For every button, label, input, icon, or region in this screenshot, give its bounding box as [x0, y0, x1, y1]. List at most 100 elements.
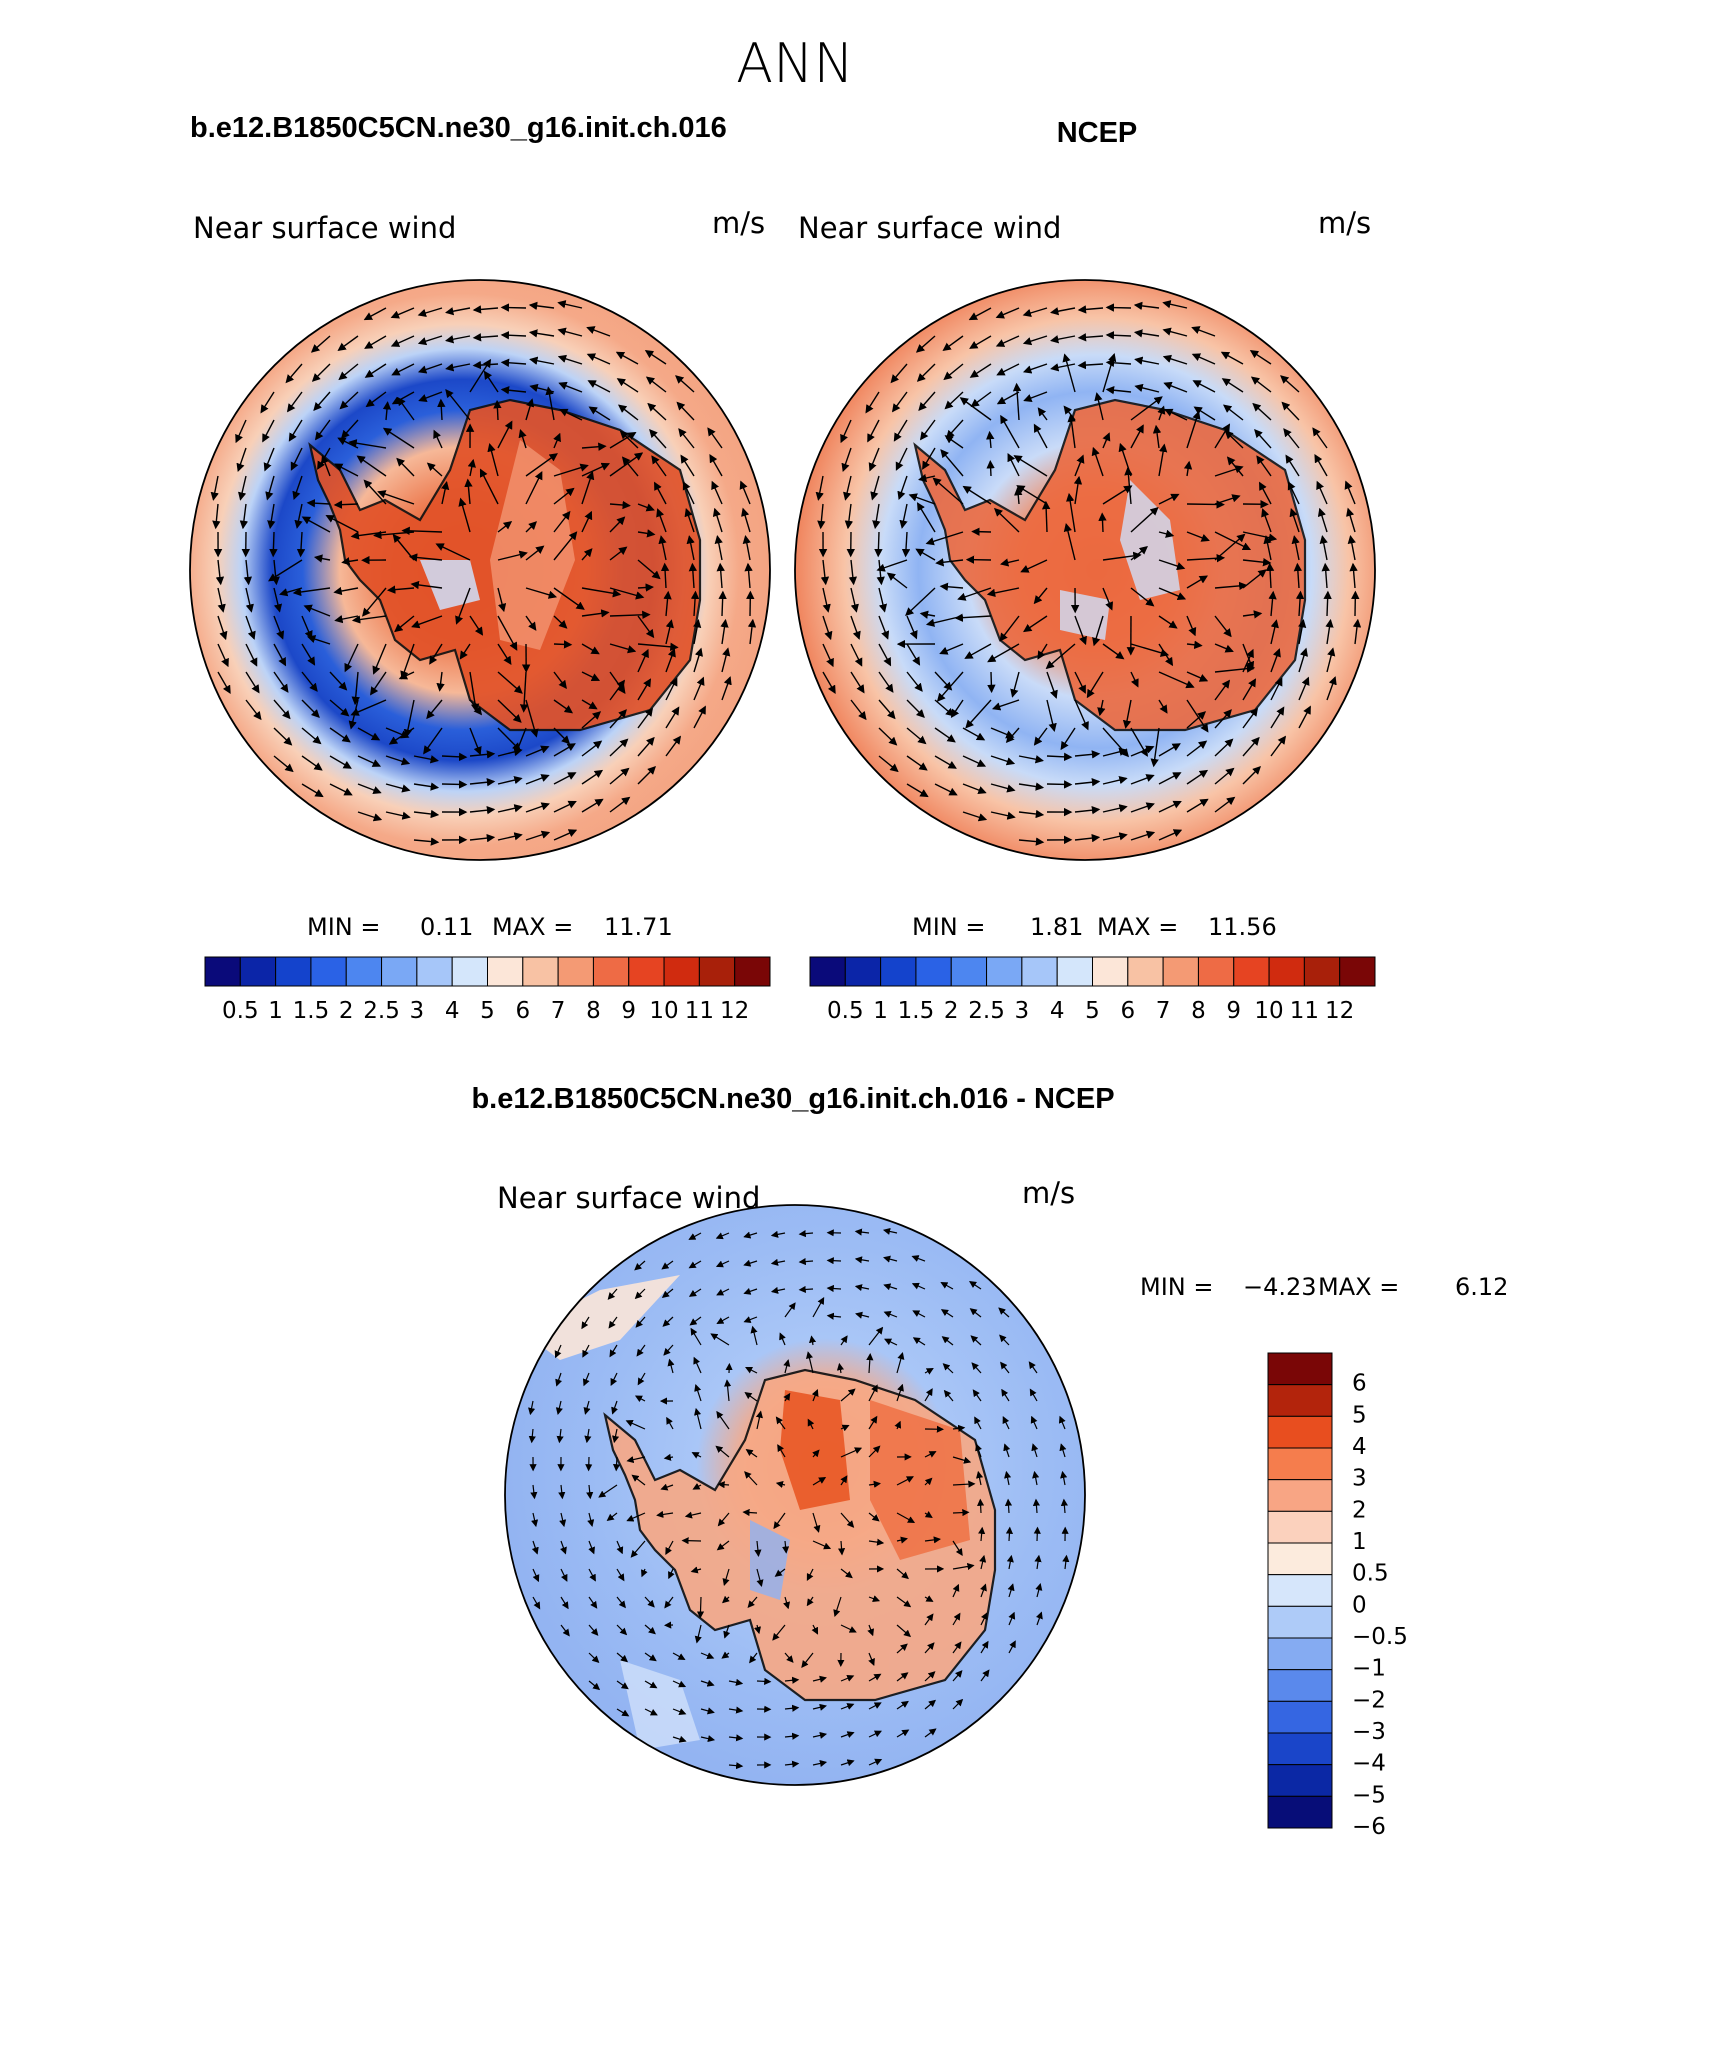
- wind-vector-arrow: [854, 1284, 870, 1292]
- wind-vector-arrow: [314, 419, 331, 441]
- wind-vector-arrow: [970, 1335, 982, 1346]
- wind-vector-arrow: [560, 1568, 568, 1582]
- wind-vector-arrow: [1050, 335, 1076, 344]
- wind-vector-arrow: [716, 1316, 730, 1324]
- wind-vector-arrow: [1013, 455, 1048, 477]
- wind-vector-arrow: [1130, 424, 1144, 449]
- wind-vector-arrow: [609, 500, 631, 510]
- obs-minmax: MIN = 1.81 MAX = 11.56: [912, 913, 1277, 941]
- wind-vector-arrow: [1041, 500, 1051, 533]
- wind-vector-arrow: [210, 475, 219, 501]
- wind-vector-arrow: [500, 331, 527, 340]
- wind-vector-arrow: [1242, 557, 1272, 567]
- wind-vector-arrow: [812, 1759, 828, 1767]
- wind-vector-arrow: [745, 1449, 758, 1458]
- wind-vector-arrow: [874, 531, 883, 558]
- abs-colorbar-1-swatch: [275, 956, 312, 987]
- wind-vector-arrow: [817, 503, 826, 530]
- wind-vector-arrow: [351, 615, 387, 624]
- wind-vector-arrow: [784, 1704, 800, 1712]
- wind-vector-arrow: [1046, 780, 1073, 789]
- wind-vector-arrow: [812, 1703, 827, 1711]
- wind-vector-arrow: [531, 1540, 539, 1555]
- wind-vector-arrow: [1046, 752, 1073, 762]
- wind-vector-arrow: [798, 1230, 814, 1238]
- diff-colorbar-swatch: [1267, 1479, 1333, 1512]
- wind-vector-arrow: [1006, 1554, 1014, 1570]
- wind-vector-arrow: [519, 671, 529, 713]
- wind-vector-arrow: [672, 1652, 686, 1660]
- wind-vector-arrow: [364, 335, 387, 349]
- wind-vector-arrow: [883, 1311, 898, 1318]
- wind-vector-arrow: [952, 1540, 963, 1557]
- wind-vector-arrow: [609, 767, 630, 785]
- wind-vector-arrow: [1102, 643, 1125, 660]
- wind-vector-arrow: [553, 615, 568, 629]
- wind-vector-arrow: [750, 1325, 758, 1346]
- wind-vector-arrow: [840, 1475, 848, 1486]
- wind-vector-arrow: [716, 562, 725, 589]
- wind-vector-arrow: [273, 727, 293, 746]
- wind-vector-arrow: [325, 515, 359, 533]
- wind-vector-arrow: [840, 1447, 863, 1458]
- wind-vector-arrow: [445, 307, 471, 316]
- wind-vector-arrow: [812, 1476, 827, 1486]
- wind-vector-arrow: [916, 363, 936, 382]
- abs-colorbar-2-swatch: [1197, 956, 1235, 987]
- abs-colorbar-1-tick-label: 0.5: [222, 998, 259, 1024]
- wind-vector-arrow: [1007, 452, 1020, 477]
- wind-vector-arrow: [1059, 1443, 1067, 1458]
- wind-vector-arrow: [329, 671, 348, 691]
- wind-vector-arrow: [718, 590, 727, 617]
- wind-vector-arrow: [924, 1451, 937, 1458]
- wind-vector-arrow: [472, 305, 499, 314]
- wind-vector-arrow: [1133, 301, 1160, 311]
- wind-vector-arrow: [390, 307, 415, 319]
- wind-vector-arrow: [554, 1344, 562, 1359]
- wind-vector-arrow: [1214, 494, 1241, 505]
- wind-vector-arrow: [397, 396, 415, 421]
- diff-colorbar-swatch: [1267, 1795, 1333, 1829]
- wind-vector-arrow: [876, 559, 908, 572]
- wind-vector-arrow: [1105, 386, 1132, 395]
- wind-vector-arrow: [840, 1703, 855, 1710]
- wind-vector-arrow: [1214, 709, 1232, 729]
- wind-vector-arrow: [413, 837, 440, 846]
- wind-vector-arrow: [744, 562, 753, 589]
- wind-vector-arrow: [1186, 798, 1209, 813]
- wind-vector-arrow: [692, 1483, 702, 1490]
- wind-vector-arrow: [694, 1624, 702, 1644]
- wind-vector-arrow: [807, 1418, 815, 1430]
- wind-vector-arrow: [950, 699, 964, 718]
- wind-vector-arrow: [815, 475, 824, 501]
- wind-vector-arrow: [1102, 747, 1128, 757]
- abs-colorbar-2-tick-label: 8: [1191, 998, 1206, 1024]
- wind-vector-arrow: [1263, 535, 1272, 561]
- wind-vector-arrow: [588, 1596, 598, 1609]
- wind-vector-arrow: [339, 391, 359, 410]
- wind-vector-arrow: [1252, 402, 1272, 421]
- wind-vector-arrow: [837, 1540, 846, 1556]
- wind-vector-arrow: [637, 1372, 646, 1386]
- wind-vector-arrow: [616, 378, 639, 393]
- diff-colorbar-swatch: [1267, 1352, 1333, 1386]
- wind-vector-arrow: [868, 1730, 882, 1738]
- wind-vector-arrow: [1022, 307, 1048, 317]
- wind-vector-arrow: [1214, 679, 1231, 701]
- wind-vector-arrow: [1018, 809, 1045, 819]
- wind-vector-arrow: [1092, 615, 1104, 647]
- wind-vector-arrow: [436, 671, 445, 692]
- wind-vector-arrow: [840, 1335, 848, 1346]
- wind-vector-arrow: [943, 1389, 954, 1402]
- wind-vector-arrow: [609, 643, 637, 654]
- wind-vector-arrow: [1074, 454, 1085, 477]
- wind-vector-arrow: [709, 453, 723, 477]
- wind-vector-arrow: [694, 1383, 702, 1402]
- wind-vector-arrow: [1130, 802, 1155, 813]
- wind-vector-arrow: [806, 1568, 814, 1581]
- wind-vector-arrow: [500, 303, 527, 312]
- wind-vector-arrow: [912, 1310, 926, 1318]
- wind-vector-arrow: [410, 580, 443, 590]
- wind-vector-arrow: [301, 699, 320, 718]
- wind-vector-arrow: [1037, 407, 1048, 421]
